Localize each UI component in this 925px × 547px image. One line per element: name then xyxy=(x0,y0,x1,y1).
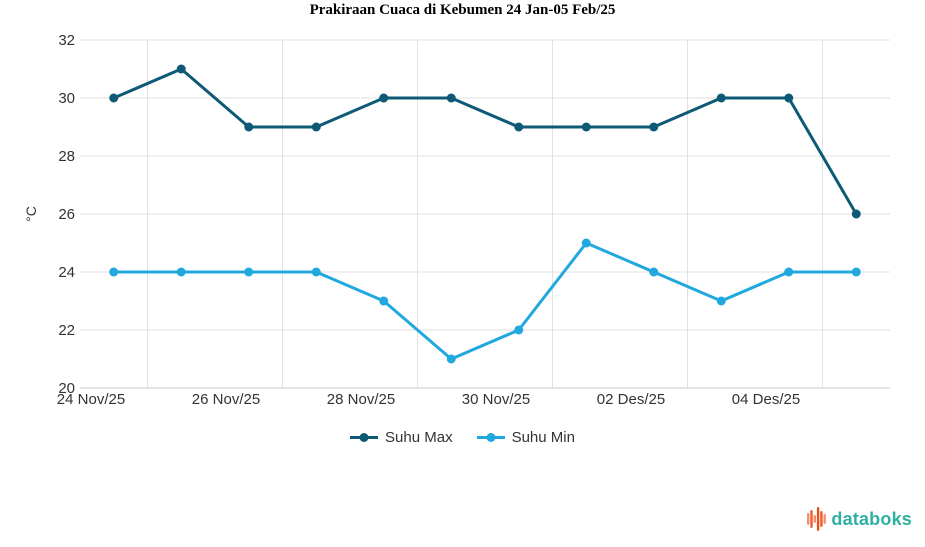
data-point-suhu-min-6[interactable] xyxy=(514,325,524,335)
data-point-suhu-max-2[interactable] xyxy=(244,122,254,132)
x-tick-label: 04 Des/25 xyxy=(732,391,800,408)
x-tick-label: 28 Nov/25 xyxy=(327,391,395,408)
y-tick-label: 20 xyxy=(58,380,75,397)
legend: Suhu Max Suhu Min xyxy=(0,429,925,446)
y-axis-title: °C xyxy=(23,206,39,222)
x-tick-label: 24 Nov/25 xyxy=(57,391,125,408)
databoks-logo-text: databoks xyxy=(831,508,912,529)
series-line-suhu-max[interactable] xyxy=(112,67,858,216)
data-point-suhu-max-11[interactable] xyxy=(851,209,861,219)
data-point-suhu-min-9[interactable] xyxy=(716,296,726,306)
y-tick-label: 26 xyxy=(58,206,75,223)
legend-label-suhu-min: Suhu Min xyxy=(511,429,575,446)
data-point-suhu-max-3[interactable] xyxy=(311,122,321,132)
data-point-suhu-max-0[interactable] xyxy=(109,93,119,103)
y-tick-label: 32 xyxy=(58,32,75,49)
data-point-suhu-min-0[interactable] xyxy=(109,267,119,277)
data-point-suhu-min-1[interactable] xyxy=(176,267,186,277)
data-point-suhu-min-3[interactable] xyxy=(311,267,321,277)
legend-item-suhu-min[interactable]: Suhu Min xyxy=(476,429,575,446)
data-point-suhu-min-7[interactable] xyxy=(581,238,591,248)
legend-marker-line-dot-icon xyxy=(350,433,379,442)
data-point-suhu-max-6[interactable] xyxy=(514,122,524,132)
data-point-suhu-min-11[interactable] xyxy=(851,267,861,277)
data-point-suhu-min-2[interactable] xyxy=(244,267,254,277)
series-line-suhu-min[interactable] xyxy=(112,241,858,361)
databoks-bars-icon xyxy=(807,507,827,531)
data-point-suhu-max-1[interactable] xyxy=(176,64,186,74)
legend-label-suhu-max: Suhu Max xyxy=(385,429,453,446)
data-point-suhu-max-9[interactable] xyxy=(716,93,726,103)
legend-item-suhu-max[interactable]: Suhu Max xyxy=(350,429,453,446)
data-point-suhu-max-7[interactable] xyxy=(581,122,591,132)
y-tick-label: 22 xyxy=(58,322,75,339)
data-point-suhu-max-4[interactable] xyxy=(379,93,389,103)
chart-title: Prakiraan Cuaca di Kebumen 24 Jan-05 Feb… xyxy=(309,2,616,18)
databoks-logo[interactable]: databoks xyxy=(807,505,912,533)
data-point-suhu-min-4[interactable] xyxy=(379,296,389,306)
legend-marker-line-dot-icon xyxy=(476,433,505,442)
y-tick-label: 24 xyxy=(58,264,75,281)
data-point-suhu-min-5[interactable] xyxy=(446,354,456,364)
data-point-suhu-max-10[interactable] xyxy=(784,93,794,103)
data-point-suhu-max-8[interactable] xyxy=(649,122,659,132)
x-tick-label: 26 Nov/25 xyxy=(192,391,260,408)
line-chart-plot: 20 22 24 26 28 30 32 24 Nov/25 26 Nov/25 28 Nov/2… xyxy=(23,32,890,408)
x-tick-label: 30 Nov/25 xyxy=(462,391,530,408)
y-tick-label: 30 xyxy=(58,90,75,107)
x-tick-label: 02 Des/25 xyxy=(597,391,665,408)
data-point-suhu-max-5[interactable] xyxy=(446,93,456,103)
data-point-suhu-min-10[interactable] xyxy=(784,267,794,277)
data-point-suhu-min-8[interactable] xyxy=(649,267,659,277)
y-tick-label: 28 xyxy=(58,148,75,165)
